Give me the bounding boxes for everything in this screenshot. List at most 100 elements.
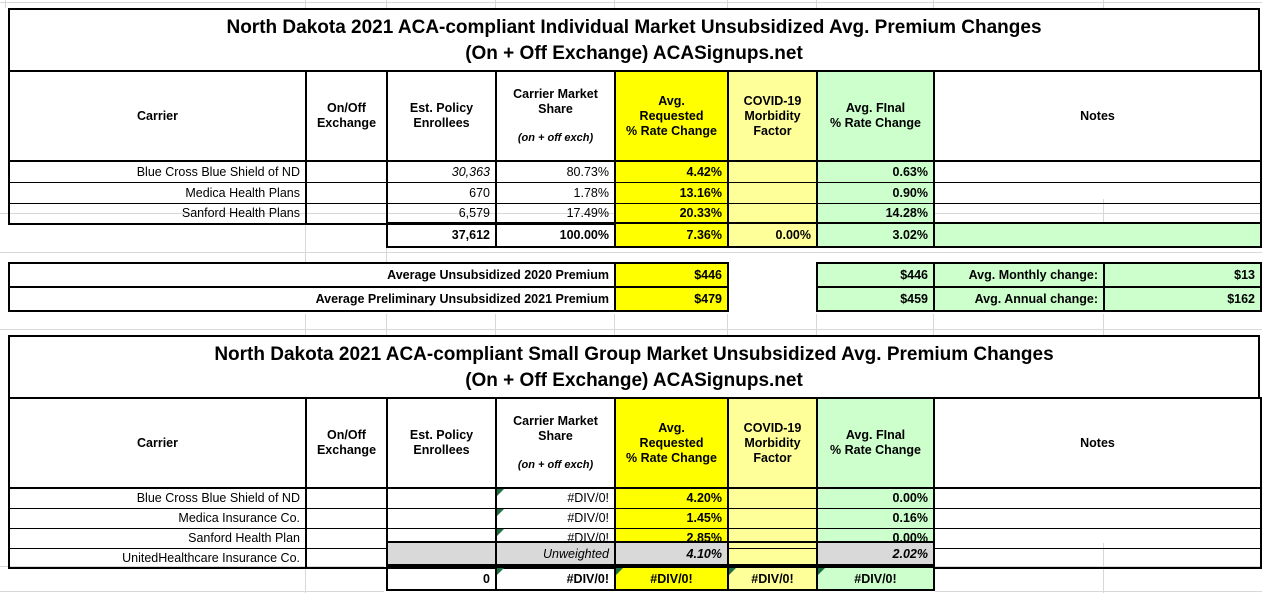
total-final-cell[interactable]: #DIV/0! <box>816 566 935 591</box>
unweighted-requested-cell[interactable]: 4.10% <box>614 541 729 566</box>
exchange-cell[interactable] <box>305 181 388 204</box>
header-exchange[interactable]: On/Off Exchange <box>305 70 388 162</box>
covid-cell[interactable] <box>727 160 818 183</box>
monthly-change-label[interactable]: Avg. Monthly change: <box>933 262 1105 288</box>
exchange-cell[interactable] <box>305 160 388 183</box>
notes-cell[interactable] <box>933 527 1262 549</box>
gridline <box>0 2 1262 3</box>
small-group-title[interactable]: North Dakota 2021 ACA-compliant Small Gr… <box>8 335 1260 399</box>
table-row: $459 Avg. Annual change: $162 <box>816 286 1262 312</box>
premium-2020-label[interactable]: Average Unsubsidized 2020 Premium <box>8 262 616 288</box>
gridline <box>386 314 387 335</box>
market-share-cell[interactable]: #DIV/0! <box>495 487 616 509</box>
gridline <box>816 314 817 335</box>
annual-change-value[interactable]: $162 <box>1103 286 1262 312</box>
individual-market-title[interactable]: North Dakota 2021 ACA-compliant Individu… <box>8 8 1260 72</box>
market-share-cell[interactable]: 1.78% <box>495 181 616 204</box>
notes-cell[interactable] <box>933 547 1262 569</box>
carrier-cell[interactable]: Sanford Health Plans <box>8 202 307 225</box>
exchange-cell[interactable] <box>305 487 388 509</box>
premium-summary-left: Average Unsubsidized 2020 Premium $446 A… <box>8 262 729 312</box>
market-share-cell[interactable]: 17.49% <box>495 202 616 225</box>
final-cell[interactable]: 0.16% <box>816 507 935 529</box>
header-requested[interactable]: Avg. Requested % Rate Change <box>614 70 729 162</box>
header-exchange[interactable]: On/Off Exchange <box>305 397 388 489</box>
header-market-share-sub: (on + off exch) <box>517 132 594 144</box>
unweighted-final-cell[interactable]: 2.02% <box>816 541 935 566</box>
total-enrollees-cell[interactable]: 37,612 <box>386 222 497 248</box>
requested-cell[interactable]: 20.33% <box>614 202 729 225</box>
table-row: Medica Health Plans 670 1.78% 13.16% 0.9… <box>8 181 1262 204</box>
exchange-cell[interactable] <box>305 547 388 569</box>
enrollees-cell[interactable] <box>386 507 497 529</box>
monthly-change-value[interactable]: $13 <box>1103 262 1262 288</box>
covid-cell[interactable] <box>727 487 818 509</box>
market-share-cell[interactable]: #DIV/0! <box>495 507 616 529</box>
requested-cell[interactable]: 1.45% <box>614 507 729 529</box>
final-cell[interactable]: 0.90% <box>816 181 935 204</box>
notes-cell[interactable] <box>933 202 1262 225</box>
enrollees-cell[interactable]: 30,363 <box>386 160 497 183</box>
premium-2020-requested-value[interactable]: $446 <box>614 262 729 288</box>
unweighted-empty-cell[interactable] <box>386 541 497 566</box>
unweighted-label-cell[interactable]: Unweighted <box>495 541 616 566</box>
requested-cell[interactable]: 4.42% <box>614 160 729 183</box>
header-carrier[interactable]: Carrier <box>8 70 307 162</box>
exchange-cell[interactable] <box>305 202 388 225</box>
header-final[interactable]: Avg. FInal % Rate Change <box>816 397 935 489</box>
header-covid[interactable]: COVID-19 Morbidity Factor <box>727 70 818 162</box>
final-cell[interactable]: 0.63% <box>816 160 935 183</box>
total-final-cell[interactable]: 3.02% <box>816 222 935 248</box>
header-covid[interactable]: COVID-19 Morbidity Factor <box>727 397 818 489</box>
final-cell[interactable]: 0.00% <box>816 487 935 509</box>
total-market-share-cell[interactable]: 100.00% <box>495 222 616 248</box>
gridline <box>614 314 615 335</box>
table-row: $446 Avg. Monthly change: $13 <box>816 262 1262 288</box>
premium-2021-requested-value[interactable]: $479 <box>614 286 729 312</box>
notes-cell[interactable] <box>933 160 1262 183</box>
premium-2020-final-value[interactable]: $446 <box>816 262 935 288</box>
covid-cell[interactable] <box>727 181 818 204</box>
total-requested-cell[interactable]: 7.36% <box>614 222 729 248</box>
covid-cell[interactable] <box>727 507 818 529</box>
header-market-share[interactable]: Carrier Market Share (on + off exch) <box>495 70 616 162</box>
carrier-cell[interactable]: Blue Cross Blue Shield of ND <box>8 160 307 183</box>
premium-2021-final-value[interactable]: $459 <box>816 286 935 312</box>
carrier-cell[interactable]: Medica Health Plans <box>8 181 307 204</box>
carrier-cell[interactable]: Sanford Health Plan <box>8 527 307 549</box>
header-requested[interactable]: Avg. Requested % Rate Change <box>614 397 729 489</box>
total-covid-cell[interactable]: 0.00% <box>727 222 818 248</box>
header-market-share[interactable]: Carrier Market Share (on + off exch) <box>495 397 616 489</box>
carrier-cell[interactable]: Medica Insurance Co. <box>8 507 307 529</box>
enrollees-cell[interactable]: 670 <box>386 181 497 204</box>
covid-cell[interactable] <box>727 202 818 225</box>
carrier-cell[interactable]: UnitedHealthcare Insurance Co. <box>8 547 307 569</box>
header-final[interactable]: Avg. FInal % Rate Change <box>816 70 935 162</box>
annual-change-label[interactable]: Avg. Annual change: <box>933 286 1105 312</box>
header-notes[interactable]: Notes <box>933 70 1262 162</box>
total-market-share-cell[interactable]: #DIV/0! <box>495 566 616 591</box>
header-notes[interactable]: Notes <box>933 397 1262 489</box>
notes-cell[interactable] <box>933 507 1262 529</box>
notes-cell[interactable] <box>933 181 1262 204</box>
notes-cell[interactable] <box>933 487 1262 509</box>
carrier-cell[interactable]: Blue Cross Blue Shield of ND <box>8 487 307 509</box>
market-share-cell[interactable]: 80.73% <box>495 160 616 183</box>
exchange-cell[interactable] <box>305 527 388 549</box>
premium-2021-label[interactable]: Average Preliminary Unsubsidized 2021 Pr… <box>8 286 616 312</box>
requested-cell[interactable]: 13.16% <box>614 181 729 204</box>
header-enrollees[interactable]: Est. Policy Enrollees <box>386 70 497 162</box>
header-carrier[interactable]: Carrier <box>8 397 307 489</box>
final-cell[interactable]: 14.28% <box>816 202 935 225</box>
enrollees-cell[interactable]: 6,579 <box>386 202 497 225</box>
total-notes-cell[interactable] <box>933 222 1262 248</box>
header-enrollees[interactable]: Est. Policy Enrollees <box>386 397 497 489</box>
total-requested-cell[interactable]: #DIV/0! <box>614 566 729 591</box>
small-group-unweighted-row: Unweighted 4.10% 2.02% <box>386 541 935 566</box>
enrollees-cell[interactable] <box>386 487 497 509</box>
total-covid-cell[interactable]: #DIV/0! <box>727 566 818 591</box>
total-enrollees-cell[interactable]: 0 <box>386 566 497 591</box>
exchange-cell[interactable] <box>305 507 388 529</box>
requested-cell[interactable]: 4.20% <box>614 487 729 509</box>
unweighted-covid-cell[interactable] <box>727 541 818 566</box>
